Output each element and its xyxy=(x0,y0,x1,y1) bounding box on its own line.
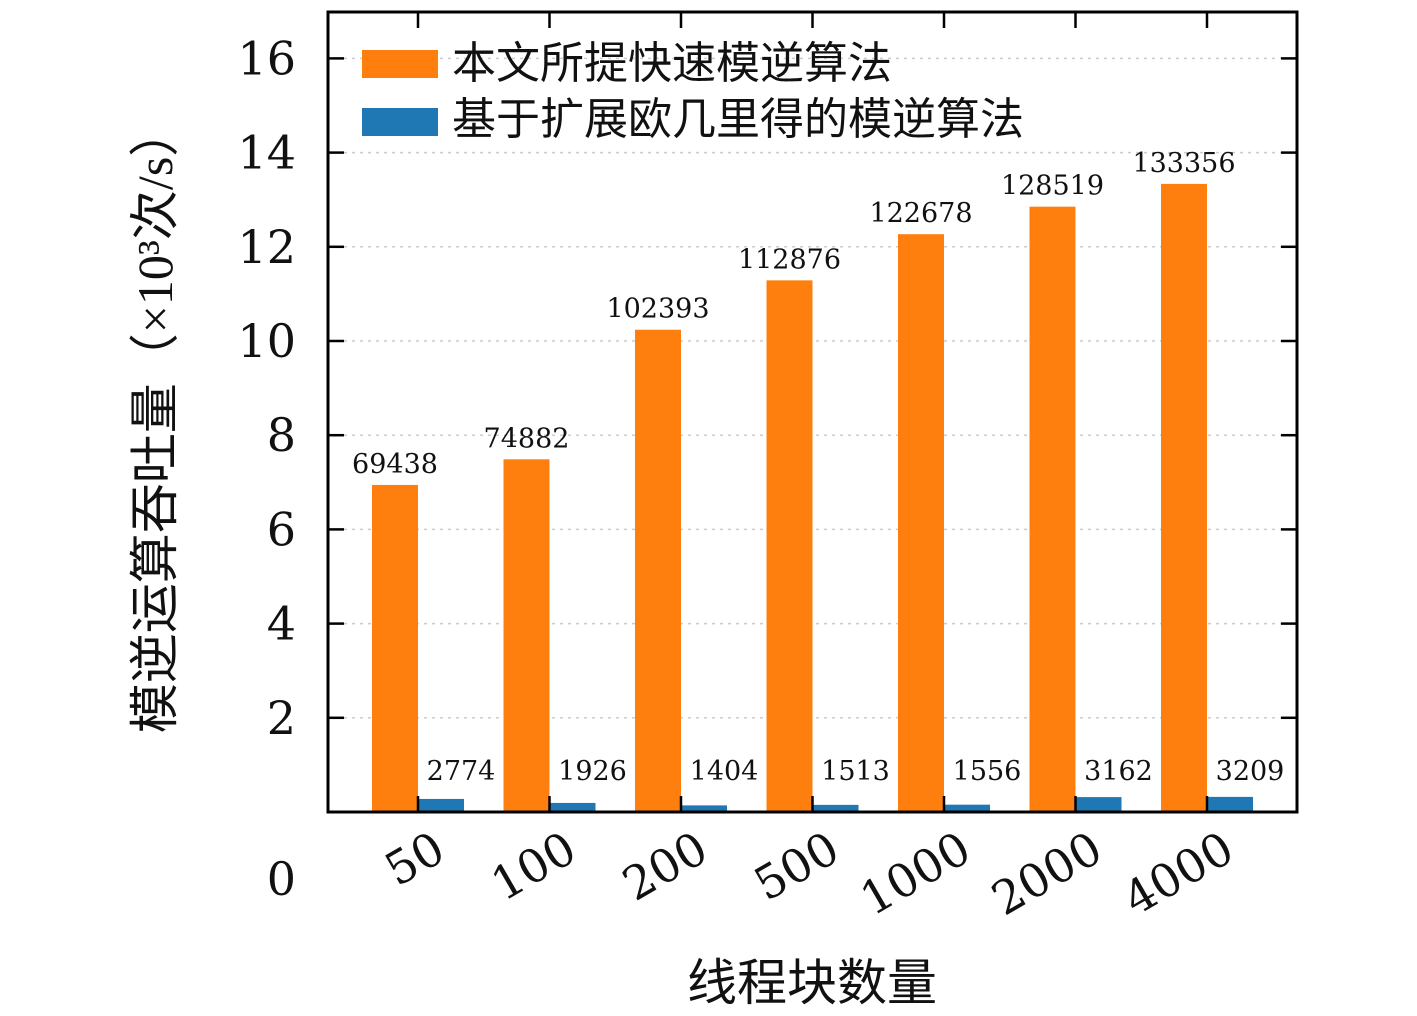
x-tick-label: 100 xyxy=(482,821,585,912)
bar-euclid xyxy=(418,798,464,812)
x-tick-label: 4000 xyxy=(1114,821,1242,926)
data-label-euclid: 2774 xyxy=(427,756,496,787)
y-tick-label: 2 xyxy=(267,691,296,745)
bar-fast xyxy=(898,234,944,812)
bar-euclid xyxy=(1207,796,1253,812)
data-label-fast: 74882 xyxy=(484,423,570,454)
data-labels-group: 69438 2774 74882 1926 102393 1404 112876 1513 12… xyxy=(352,148,1284,787)
y-tick-labels: 2 4 6 8 10 12 14 16 xyxy=(237,31,296,744)
bar-fast xyxy=(1161,183,1207,812)
y-axis-title: 模逆运算吞吐量（×10³次/s） xyxy=(127,107,183,734)
y-zero-label: 0 xyxy=(267,852,296,906)
bar-euclid xyxy=(549,802,596,812)
bar-euclid xyxy=(681,805,727,812)
data-label-euclid: 1513 xyxy=(821,756,890,787)
data-label-fast: 102393 xyxy=(606,294,709,325)
legend-label-fast: 本文所提快速模逆算法 xyxy=(452,39,892,88)
y-tick-label: 8 xyxy=(267,408,296,462)
data-label-euclid: 3209 xyxy=(1216,756,1285,787)
grid-lines xyxy=(328,57,1297,719)
legend: 本文所提快速模逆算法 基于扩展欧几里得的模逆算法 xyxy=(362,39,1024,144)
y-tick-label: 12 xyxy=(237,220,296,274)
axis-ticks xyxy=(328,12,1297,812)
x-tick-labels: 50 100 200 500 1000 2000 4000 xyxy=(376,821,1243,926)
bar-euclid xyxy=(1075,797,1122,812)
data-label-fast: 69438 xyxy=(352,449,438,480)
bars-group xyxy=(372,183,1253,813)
data-label-fast: 122678 xyxy=(869,198,972,229)
bar-fast xyxy=(635,329,681,812)
data-label-fast: 128519 xyxy=(1001,171,1104,202)
x-tick-label: 2000 xyxy=(983,821,1111,926)
bar-fast xyxy=(372,484,418,812)
data-label-euclid: 1404 xyxy=(690,756,759,787)
legend-label-euclid: 基于扩展欧几里得的模逆算法 xyxy=(452,95,1024,144)
data-label-euclid: 1556 xyxy=(953,756,1022,787)
data-label-euclid: 1926 xyxy=(558,756,627,787)
x-axis-title: 线程块数量 xyxy=(687,955,937,1011)
y-tick-label: 14 xyxy=(237,126,296,180)
bar-euclid xyxy=(944,804,990,812)
x-tick-label: 1000 xyxy=(851,821,979,926)
bar-fast xyxy=(1029,206,1076,812)
data-label-euclid: 3162 xyxy=(1084,756,1153,787)
y-tick-label: 10 xyxy=(237,314,296,368)
bar-fast xyxy=(503,459,550,812)
y-tick-label: 16 xyxy=(237,31,296,85)
data-label-fast: 133356 xyxy=(1132,148,1235,179)
x-tick-label: 200 xyxy=(613,821,716,912)
bar-fast xyxy=(766,280,813,813)
legend-swatch-euclid xyxy=(362,108,438,136)
legend-swatch-fast xyxy=(362,50,438,78)
x-tick-label: 50 xyxy=(376,821,454,897)
data-label-fast: 112876 xyxy=(738,244,841,275)
x-tick-label: 500 xyxy=(745,821,848,912)
bar-euclid xyxy=(812,804,859,812)
y-tick-label: 4 xyxy=(267,597,296,651)
y-tick-label: 6 xyxy=(267,502,296,556)
